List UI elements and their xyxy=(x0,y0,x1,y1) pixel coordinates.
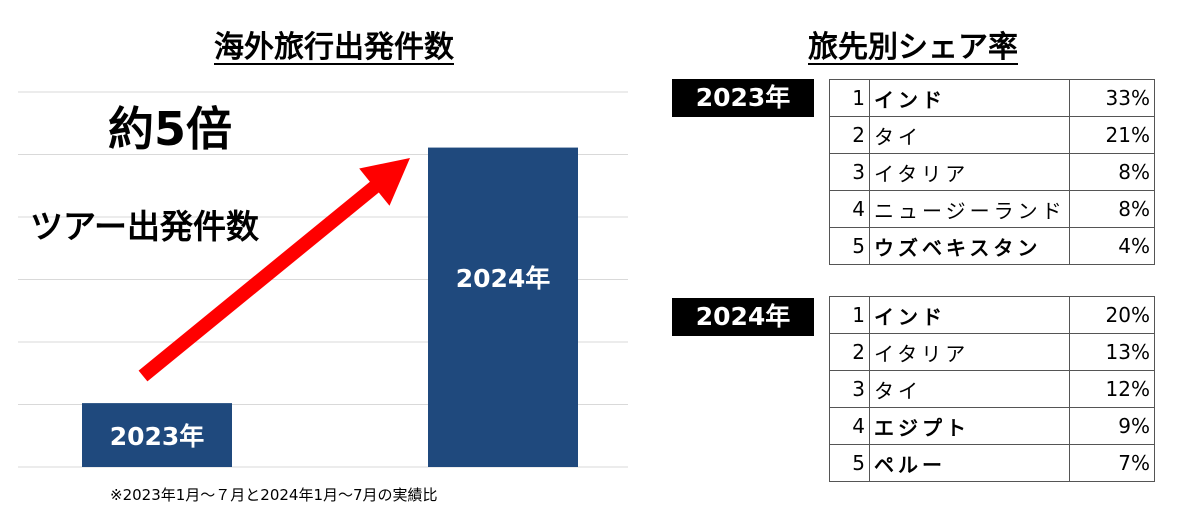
destination-cell: インド xyxy=(869,79,1070,117)
share-cell: 9% xyxy=(1069,407,1155,445)
share-cell: 12% xyxy=(1069,370,1155,408)
share-cell: 13% xyxy=(1069,333,1155,371)
rank-cell: 4 xyxy=(829,190,870,228)
growth-arrow xyxy=(138,158,410,382)
destination-cell: イタリア xyxy=(869,153,1070,191)
rank-cell: 5 xyxy=(829,444,870,482)
share-cell: 7% xyxy=(1069,444,1155,482)
chart-title: 海外旅行出発件数 xyxy=(214,30,454,65)
bars xyxy=(82,147,578,467)
annotation-label: ツアー出発件数 xyxy=(30,207,260,246)
table-row: 4 ニュージーランド 8% xyxy=(829,190,1155,228)
footnote: ※2023年1月～７月と2024年1月～7月の実績比 xyxy=(110,486,438,504)
table-row: 2 タイ 21% xyxy=(829,116,1155,154)
multiplier-label: 約5倍 xyxy=(108,102,232,156)
rank-cell: 1 xyxy=(829,296,870,334)
rank-cell: 1 xyxy=(829,79,870,117)
destination-cell: ウズベキスタン xyxy=(869,227,1070,265)
destination-cell: インド xyxy=(869,296,1070,334)
bar-chart: 2023年 2024年 約5倍 ツアー出発件数 xyxy=(18,91,628,468)
year-badge-2024: 2024年 xyxy=(672,298,814,336)
rank-cell: 2 xyxy=(829,333,870,371)
table-row: 5 ウズベキスタン 4% xyxy=(829,227,1155,265)
rank-cell: 3 xyxy=(829,370,870,408)
table-row: 2 イタリア 13% xyxy=(829,333,1155,371)
share-cell: 33% xyxy=(1069,79,1155,117)
share-cell: 20% xyxy=(1069,296,1155,334)
share-table-2024: 1 インド 20% 2 イタリア 13% 3 タイ 12% 4 エジプト 9% 5 ペルー 7% xyxy=(829,296,1155,482)
year-badge-2023: 2023年 xyxy=(672,79,814,117)
arrow-up-icon xyxy=(138,158,410,382)
share-table-2023: 1 インド 33% 2 タイ 21% 3 イタリア 8% 4 ニュージーランド 8% 5 ウズベキスタン 4… xyxy=(829,79,1155,265)
table-row: 1 インド 20% xyxy=(829,296,1155,334)
rank-cell: 5 xyxy=(829,227,870,265)
bar xyxy=(428,147,578,467)
destination-cell: タイ xyxy=(869,370,1070,408)
share-cell: 4% xyxy=(1069,227,1155,265)
share-title: 旅先別シェア率 xyxy=(808,30,1018,65)
share-cell: 8% xyxy=(1069,153,1155,191)
destination-cell: イタリア xyxy=(869,333,1070,371)
bar-labels: 2023年 2024年 xyxy=(110,264,551,451)
destination-cell: タイ xyxy=(869,116,1070,154)
destination-cell: エジプト xyxy=(869,407,1070,445)
destination-cell: ニュージーランド xyxy=(869,190,1070,228)
table-row: 3 タイ 12% xyxy=(829,370,1155,408)
bar-category-label: 2024年 xyxy=(456,264,551,293)
share-cell: 8% xyxy=(1069,190,1155,228)
rank-cell: 4 xyxy=(829,407,870,445)
table-row: 5 ペルー 7% xyxy=(829,444,1155,482)
share-cell: 21% xyxy=(1069,116,1155,154)
bar xyxy=(82,403,232,467)
table-row: 1 インド 33% xyxy=(829,79,1155,117)
rank-cell: 3 xyxy=(829,153,870,191)
table-row: 3 イタリア 8% xyxy=(829,153,1155,191)
bar-category-label: 2023年 xyxy=(110,422,205,451)
destination-cell: ペルー xyxy=(869,444,1070,482)
table-row: 4 エジプト 9% xyxy=(829,407,1155,445)
rank-cell: 2 xyxy=(829,116,870,154)
